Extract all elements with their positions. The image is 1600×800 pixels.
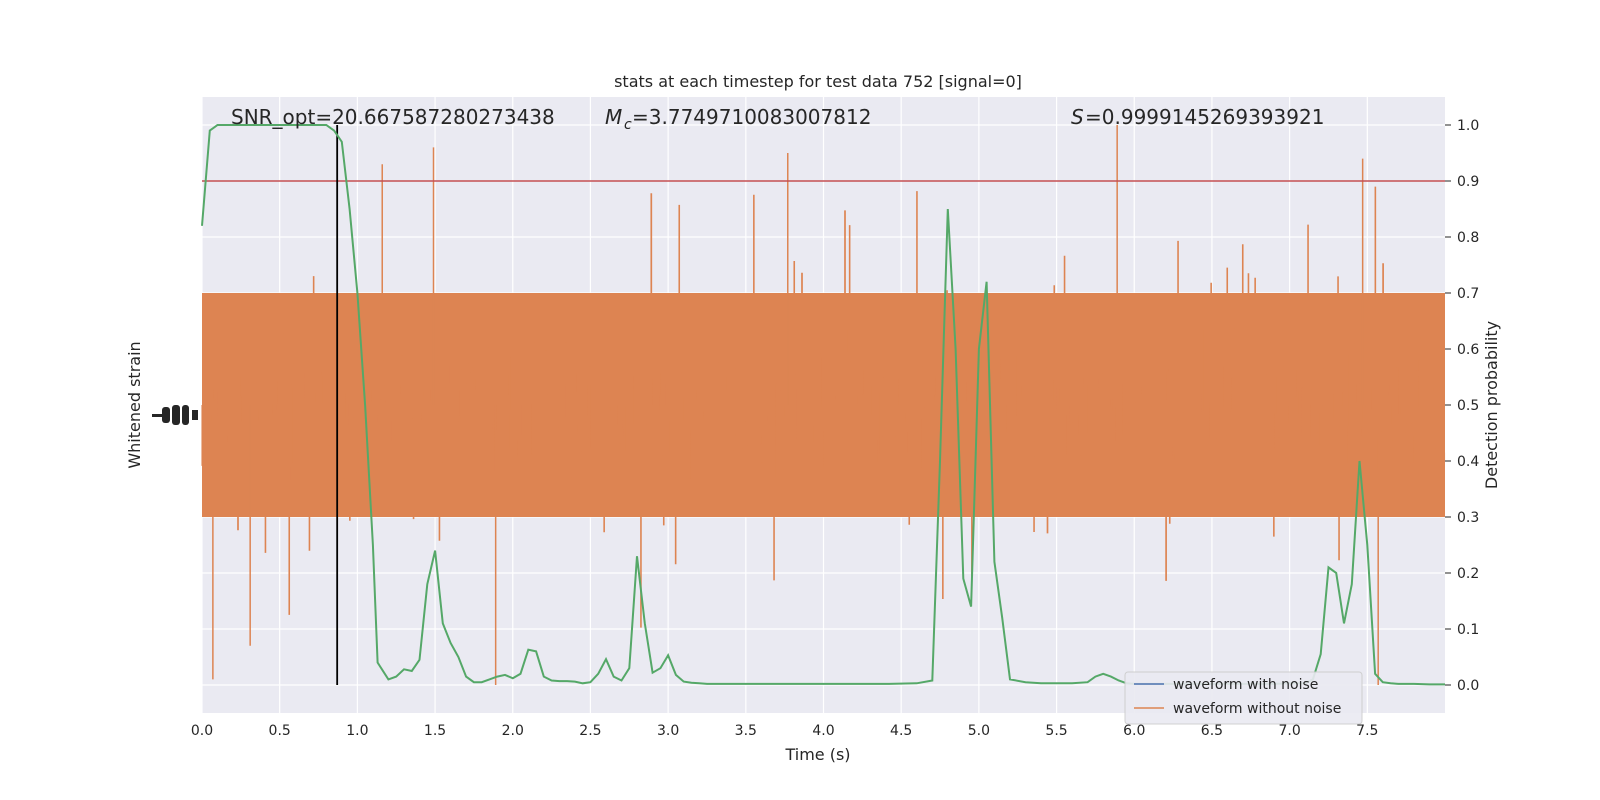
noise-trace (201, 186, 1446, 628)
x-tick-label: 6.5 (1201, 723, 1223, 739)
x-tick-labels: 0.0 0.5 1.0 1.5 2.0 2.5 3.0 3.5 4.0 4.5 5.0 5.5 6.0 6… (191, 723, 1379, 739)
y-right-tick-label: 0.7 (1457, 286, 1479, 302)
legend-label-with-noise: waveform with noise (1173, 677, 1318, 693)
x-tick-label: 4.5 (890, 723, 912, 739)
x-tick-label: 5.5 (1045, 723, 1067, 739)
y-right-tick-label: 1.0 (1457, 118, 1479, 134)
y-right-tick-label: 0.3 (1457, 510, 1479, 526)
x-tick-label: 7.0 (1278, 723, 1300, 739)
y-right-tick-label: 0.4 (1457, 454, 1479, 470)
y-right-tick-label: 0.8 (1457, 230, 1479, 246)
y-right-tick-labels: 0.0 0.1 0.2 0.3 0.4 0.5 0.6 0.7 0.8 0.9 1.0 (1445, 118, 1479, 694)
x-tick-label: 6.0 (1123, 723, 1145, 739)
x-tick-label: 4.0 (812, 723, 834, 739)
x-tick-label: 0.0 (191, 723, 213, 739)
svg-text:=3.7749710083007812: =3.7749710083007812 (632, 105, 871, 129)
y-right-tick-label: 0.5 (1457, 398, 1479, 414)
svg-text:=0.9999145269393921: =0.9999145269393921 (1085, 105, 1324, 129)
chart-title: stats at each timestep for test data 752… (614, 72, 1022, 91)
mc-annotation: M c =3.7749710083007812 (605, 105, 871, 133)
svg-text:S: S (1071, 105, 1084, 129)
legend-label-without-noise: waveform without noise (1173, 701, 1341, 717)
legend: waveform with noise waveform without noi… (1124, 671, 1363, 725)
x-axis-label: Time (s) (784, 745, 850, 764)
x-tick-label: 0.5 (269, 723, 291, 739)
x-tick-label: 2.0 (502, 723, 524, 739)
x-tick-label: 3.5 (735, 723, 757, 739)
snr-annotation: SNR_opt=20.667587280273438 (231, 105, 555, 129)
noise-waveform (201, 125, 1446, 685)
y-right-tick-label: 0.2 (1457, 566, 1479, 582)
y-right-tick-label: 0.9 (1457, 174, 1479, 190)
y-right-axis-label: Detection probability (1482, 321, 1501, 489)
x-tick-label: 1.5 (424, 723, 446, 739)
y-right-tick-label: 0.6 (1457, 342, 1479, 358)
y-left-axis-label: Whitened strain (125, 341, 144, 468)
y-right-tick-label: 0.0 (1457, 678, 1479, 694)
x-tick-label: 1.0 (346, 723, 368, 739)
y-left-tick-cluster (152, 405, 198, 425)
x-tick-label: 5.0 (968, 723, 990, 739)
y-right-tick-label: 0.1 (1457, 622, 1479, 638)
svg-text:c: c (624, 117, 632, 133)
x-tick-label: 7.5 (1356, 723, 1378, 739)
x-tick-label: 2.5 (579, 723, 601, 739)
s-annotation: S =0.9999145269393921 (1071, 105, 1324, 129)
svg-text:M: M (605, 105, 622, 129)
x-tick-label: 3.0 (657, 723, 679, 739)
